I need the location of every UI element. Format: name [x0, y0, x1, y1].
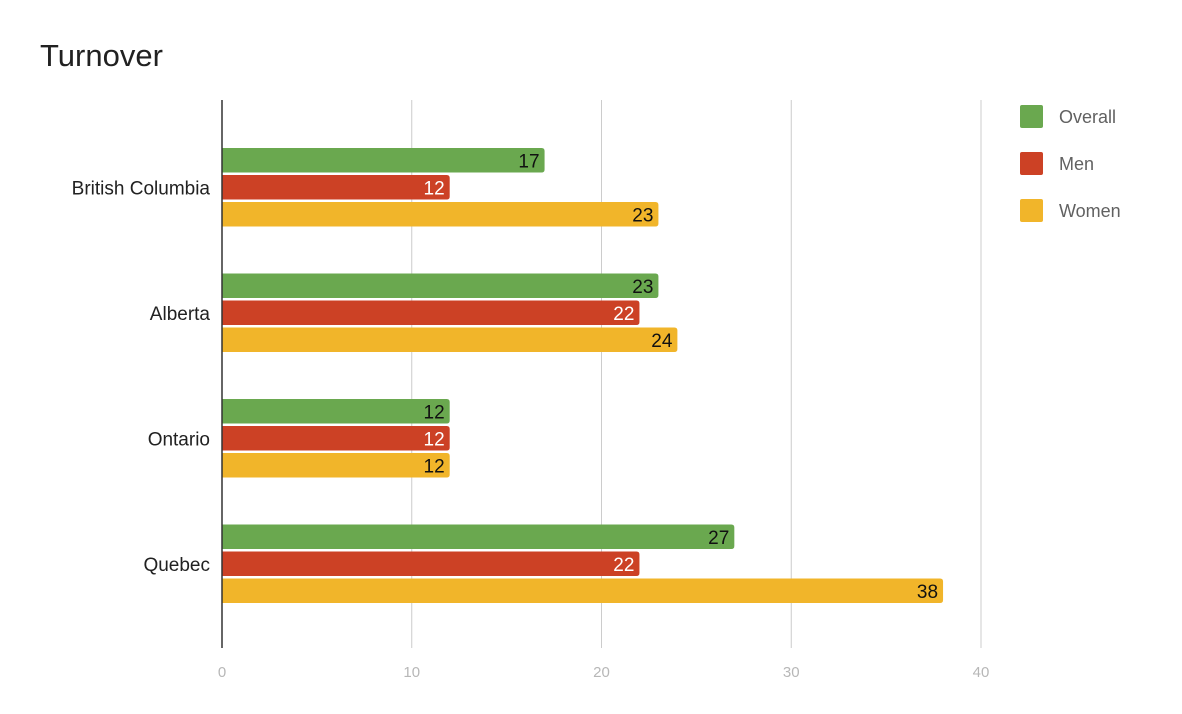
category-label: Quebec [143, 555, 210, 576]
data-label: 22 [613, 304, 634, 325]
bar-overall-quebec [222, 524, 735, 549]
data-label: 24 [651, 331, 673, 352]
data-label: 23 [632, 205, 653, 226]
data-label: 17 [518, 151, 539, 172]
bar-overall-british-columbia [222, 148, 545, 173]
bar-women-quebec [222, 578, 944, 603]
data-label: 12 [424, 178, 445, 199]
data-label: 22 [613, 555, 634, 576]
bar-men-british-columbia [222, 175, 450, 200]
legend-swatch-women [1020, 199, 1043, 222]
legend-swatch-men [1020, 152, 1043, 175]
chart-title: Turnover [40, 38, 163, 73]
bar-overall-ontario [222, 399, 450, 424]
legend-swatch-overall [1020, 105, 1043, 128]
bar-men-quebec [222, 551, 640, 576]
bar-women-alberta [222, 327, 678, 352]
bars: 17 12 23 23 22 24 12 12 12 27 22 38 [222, 148, 944, 603]
x-tick-label: 40 [973, 664, 990, 681]
x-tick-label: 10 [403, 664, 420, 681]
category-label: Ontario [148, 429, 210, 450]
x-tick-label: 20 [593, 664, 610, 681]
data-label: 38 [917, 582, 938, 603]
category-label: British Columbia [72, 178, 211, 199]
bar-men-alberta [222, 300, 640, 325]
legend-label-men: Men [1059, 154, 1094, 174]
axes: 0 10 20 30 40 British Columbia Alberta Ontario Q… [72, 100, 990, 681]
data-label: 12 [424, 456, 445, 477]
bar-men-ontario [222, 426, 450, 451]
data-label: 23 [632, 277, 653, 298]
x-tick-label: 30 [783, 664, 800, 681]
legend: Overall Men Women [1020, 105, 1121, 222]
legend-label-women: Women [1059, 201, 1121, 221]
x-tick-label: 0 [218, 664, 226, 681]
category-label: Alberta [150, 304, 211, 325]
bar-women-ontario [222, 453, 450, 478]
legend-label-overall: Overall [1059, 107, 1116, 127]
data-label: 27 [708, 528, 729, 549]
data-label: 12 [424, 402, 445, 423]
bar-overall-alberta [222, 273, 659, 298]
data-label: 12 [424, 429, 445, 450]
bar-women-british-columbia [222, 202, 659, 227]
